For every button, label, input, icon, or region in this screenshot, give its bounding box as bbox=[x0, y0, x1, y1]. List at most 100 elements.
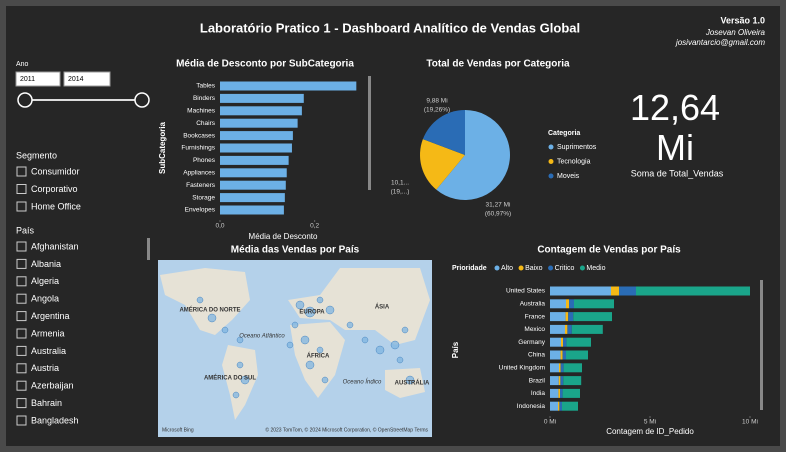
map: AMÉRICA DO NORTE EUROPA ÁSIA ÁFRICA AMÉRICA … bbox=[158, 260, 432, 437]
slicer-label: Ano bbox=[16, 61, 29, 68]
y-tick-label: Australia bbox=[520, 301, 546, 308]
land bbox=[288, 268, 430, 345]
checkbox[interactable] bbox=[16, 415, 27, 426]
checkbox[interactable] bbox=[16, 311, 27, 322]
bar bbox=[220, 93, 304, 103]
legend-swatch bbox=[548, 144, 554, 150]
map-label: EUROPA bbox=[299, 310, 325, 316]
checkbox[interactable] bbox=[16, 328, 27, 339]
data-label: 9,88 Mi bbox=[426, 98, 447, 105]
bar-segment bbox=[550, 299, 566, 309]
bar-segment bbox=[550, 401, 558, 411]
slicer-label: Segmento bbox=[16, 150, 57, 160]
y-axis-label: SubCategoria bbox=[158, 121, 167, 174]
slicer-item: Algeria bbox=[31, 276, 59, 286]
map-label: ÁFRICA bbox=[307, 353, 330, 360]
map-label: AMÉRICA DO SUL bbox=[204, 374, 256, 382]
y-tick-label: Mexico bbox=[524, 326, 545, 333]
bar-segment bbox=[636, 286, 750, 296]
slider-handle[interactable] bbox=[134, 92, 150, 108]
bar-segment bbox=[559, 401, 562, 411]
bar bbox=[220, 155, 289, 165]
legend-label: Moveis bbox=[557, 173, 580, 180]
legend-swatch bbox=[518, 265, 524, 271]
bar-segment bbox=[561, 337, 563, 347]
title: Laboratório Pratico 1 - Dashboard Analít… bbox=[200, 20, 580, 35]
bar bbox=[220, 193, 285, 203]
y-tick-label: France bbox=[525, 313, 546, 320]
legend-label: Baixo bbox=[525, 265, 543, 272]
date-to: 2014 bbox=[68, 76, 84, 83]
checkbox[interactable] bbox=[16, 166, 27, 177]
bar-segment bbox=[563, 337, 567, 347]
bar-segment bbox=[559, 363, 561, 373]
y-tick-label: Germany bbox=[518, 339, 545, 346]
land bbox=[222, 345, 258, 420]
checkbox[interactable] bbox=[16, 241, 27, 252]
slicer-label: País bbox=[16, 225, 35, 235]
checkbox[interactable] bbox=[16, 258, 27, 269]
y-tick-label: Storage bbox=[192, 194, 215, 201]
slicer-item: Corporativo bbox=[31, 184, 78, 194]
scrollbar[interactable] bbox=[147, 238, 150, 260]
y-tick-label: Furnishings bbox=[181, 145, 215, 152]
y-tick-label: United States bbox=[506, 288, 546, 295]
y-tick-label: Fasteners bbox=[186, 182, 216, 189]
data-label: (60,97%) bbox=[485, 211, 511, 218]
bar-segment bbox=[562, 401, 578, 411]
date-box[interactable] bbox=[15, 71, 61, 87]
bar-segment bbox=[550, 324, 565, 334]
checkbox[interactable] bbox=[16, 293, 27, 304]
data-label: (19,26%) bbox=[424, 107, 450, 114]
checkbox[interactable] bbox=[16, 201, 27, 212]
data-label: 31,27 Mi bbox=[486, 202, 511, 209]
date-box[interactable] bbox=[63, 71, 111, 87]
x-tick-label: 0,0 bbox=[215, 223, 224, 230]
checkbox[interactable] bbox=[16, 345, 27, 356]
pie-slice bbox=[436, 110, 511, 200]
legend-swatch bbox=[548, 159, 554, 164]
land bbox=[160, 268, 250, 335]
bar bbox=[220, 143, 292, 153]
slicer-item: Home Office bbox=[31, 201, 81, 211]
checkbox[interactable] bbox=[16, 276, 27, 287]
checkbox[interactable] bbox=[16, 380, 27, 391]
legend-title: Prioridade bbox=[452, 265, 487, 272]
x-tick-label: 10 Mi bbox=[742, 419, 758, 426]
y-tick-label: Appliances bbox=[183, 170, 216, 177]
y-axis-label: País bbox=[451, 341, 460, 358]
slicer-item: Consumidor bbox=[31, 166, 80, 176]
y-tick-label: Envelopes bbox=[185, 207, 216, 214]
bar-segment bbox=[573, 312, 612, 322]
pie-slice bbox=[422, 110, 465, 155]
slicer-item: Austria bbox=[31, 363, 59, 373]
bar-segment bbox=[558, 376, 561, 386]
bar bbox=[220, 106, 302, 116]
author: Josevan Oliveira bbox=[705, 28, 766, 37]
version: Versão 1.0 bbox=[720, 15, 765, 25]
map-label: Oceano Índico bbox=[343, 379, 382, 386]
checkbox[interactable] bbox=[16, 363, 27, 374]
bar-segment bbox=[550, 350, 561, 360]
checkbox[interactable] bbox=[16, 184, 27, 194]
bar-segment bbox=[619, 286, 636, 296]
map-label: Oceano Atlântico bbox=[239, 334, 285, 340]
legend-swatch bbox=[579, 265, 585, 271]
x-tick-label: 0 Mi bbox=[544, 419, 556, 426]
legend-label: Suprimentos bbox=[557, 144, 597, 151]
bar-segment bbox=[550, 388, 559, 398]
bar-segment bbox=[558, 388, 560, 398]
y-tick-label: Indonesia bbox=[517, 403, 546, 410]
legend-label: Alto bbox=[501, 265, 513, 272]
slider-handle[interactable] bbox=[17, 92, 33, 108]
checkbox[interactable] bbox=[16, 398, 27, 409]
slicer-item: Australia bbox=[31, 346, 66, 356]
y-tick-label: Binders bbox=[193, 95, 216, 102]
scrollbar[interactable] bbox=[368, 76, 371, 190]
scrollbar[interactable] bbox=[760, 280, 763, 410]
y-tick-label: Tables bbox=[196, 83, 216, 90]
bar bbox=[220, 180, 286, 190]
chart-title: Total de Vendas por Categoria bbox=[426, 59, 570, 70]
land bbox=[385, 368, 425, 398]
card-caption: Soma de Total_Vendas bbox=[631, 168, 724, 178]
